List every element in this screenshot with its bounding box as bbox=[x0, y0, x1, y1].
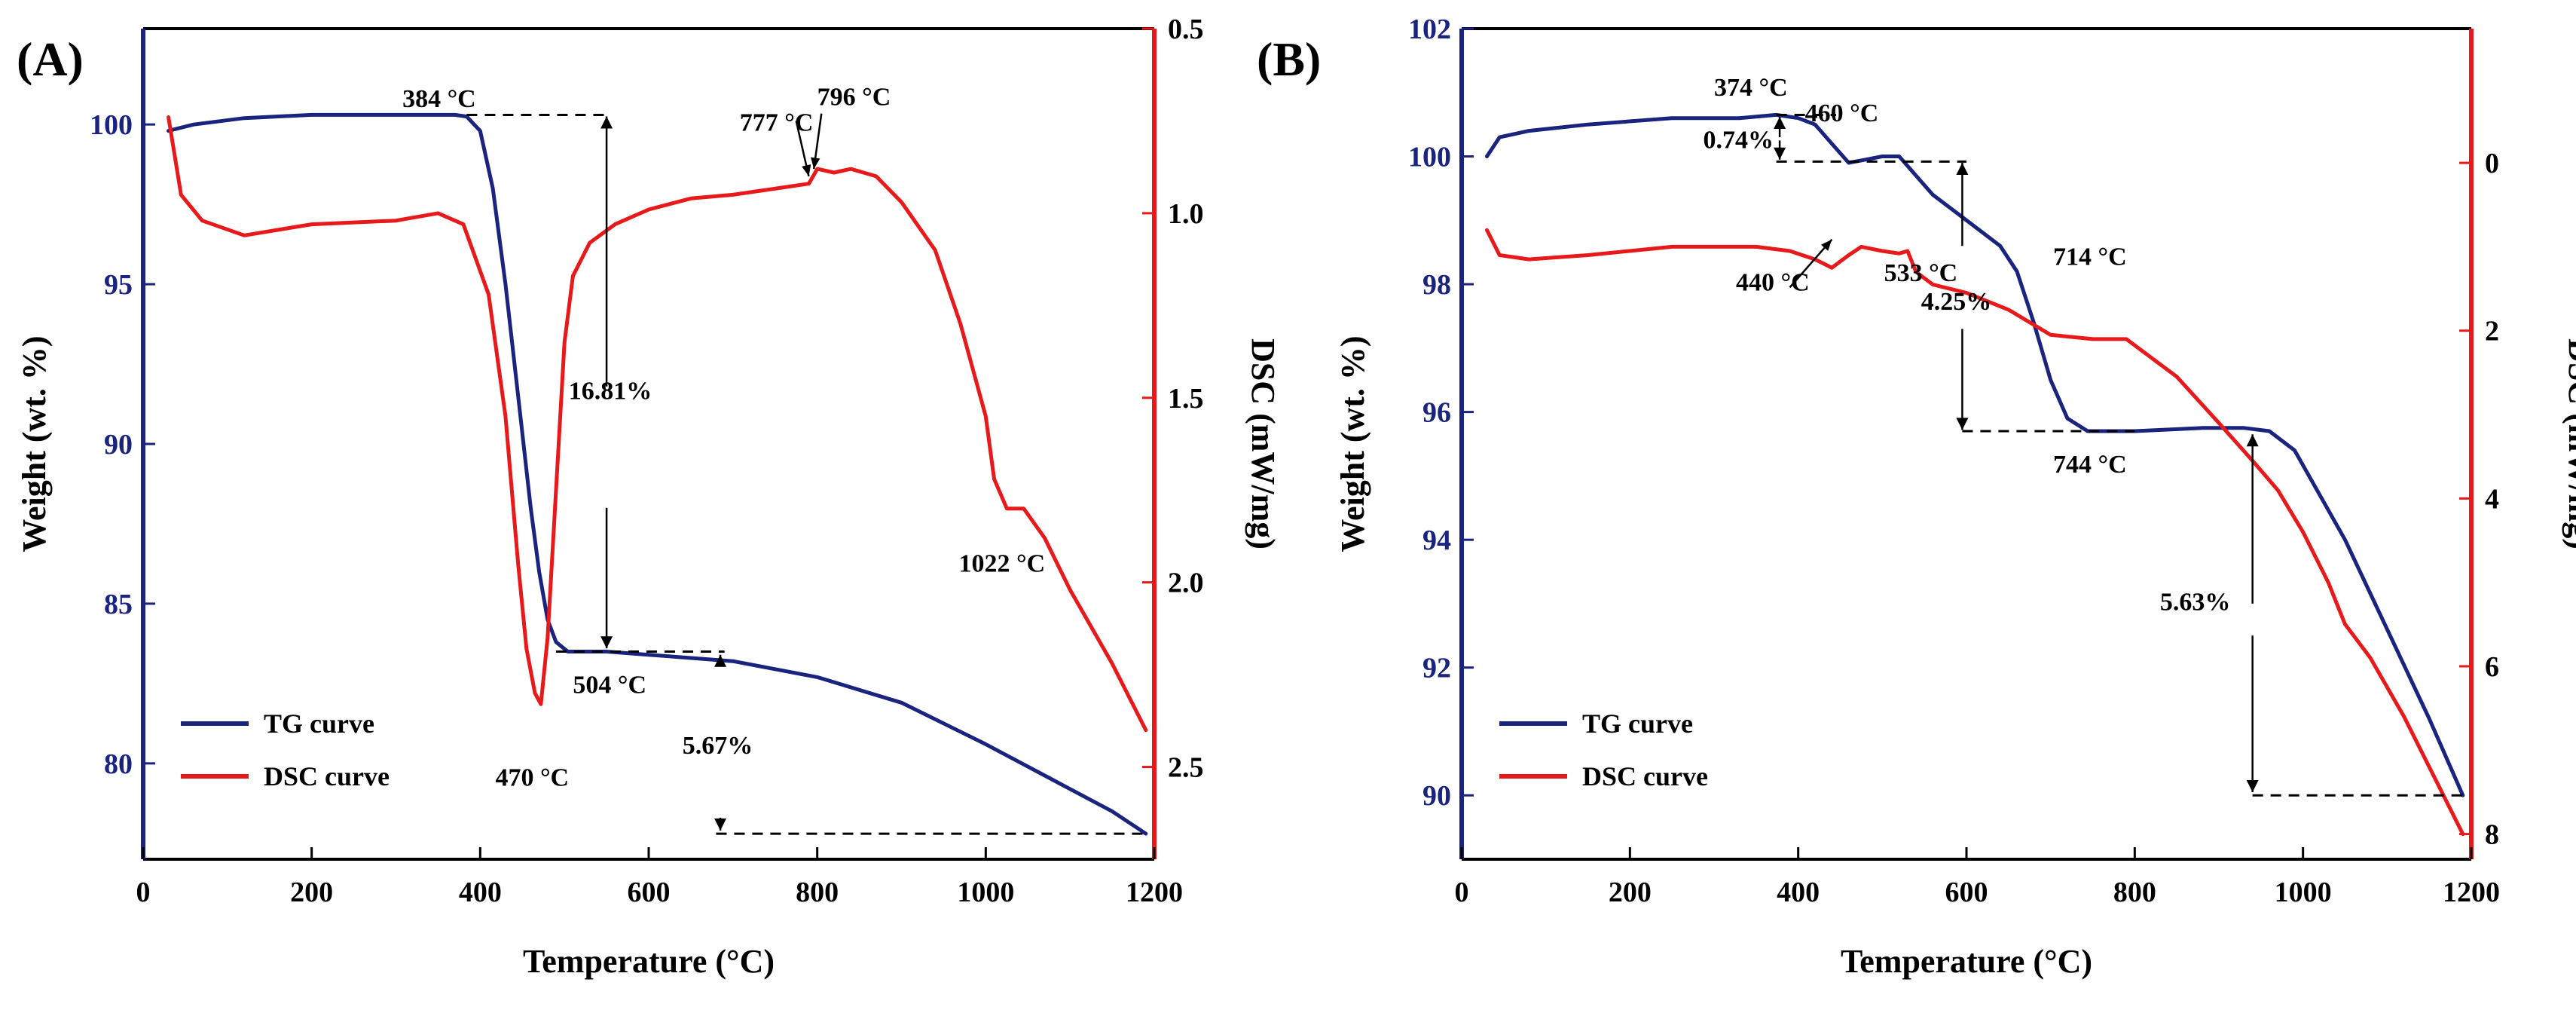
right-tick-label: 0 bbox=[2485, 148, 2499, 179]
left-tick-label: 96 bbox=[1422, 397, 1451, 429]
arrow-head bbox=[1820, 239, 1832, 251]
x-tick-label: 600 bbox=[1945, 877, 1988, 908]
arrow-head bbox=[1956, 163, 1969, 176]
annotation-label: 440 °C bbox=[1736, 269, 1810, 297]
x-tick-label: 0 bbox=[136, 877, 151, 908]
annotation-label: 5.67% bbox=[683, 732, 753, 760]
right-tick-label: 2.0 bbox=[1168, 568, 1204, 599]
arrow-head bbox=[1774, 147, 1786, 160]
annotation-label: 374 °C bbox=[1714, 74, 1788, 102]
left-tick-label: 90 bbox=[1422, 780, 1451, 812]
left-tick-label: 100 bbox=[90, 109, 133, 141]
x-tick-label: 400 bbox=[1777, 877, 1820, 908]
tg-curve-line bbox=[167, 112, 1148, 836]
annotation-label: 533 °C bbox=[1884, 259, 1958, 287]
right-tick-label: 0.5 bbox=[1168, 14, 1204, 45]
x-tick-label: 1200 bbox=[1126, 877, 1183, 908]
x-tick-label: 1000 bbox=[2275, 877, 2332, 908]
left-tick-label: 80 bbox=[104, 748, 133, 780]
x-tick-label: 1000 bbox=[957, 877, 1014, 908]
annotation-label: 470 °C bbox=[495, 764, 569, 792]
annotation-label: 16.81% bbox=[569, 378, 652, 406]
left-tick-label: 95 bbox=[104, 269, 133, 301]
arrow-head bbox=[714, 654, 727, 667]
legend-label-dsc: DSC curve bbox=[264, 761, 390, 791]
annotation-label: 384 °C bbox=[402, 85, 476, 113]
panel-label: (A) bbox=[17, 32, 84, 86]
left-tick-label: 92 bbox=[1422, 653, 1451, 684]
arrow-head bbox=[802, 164, 811, 176]
arrow-head bbox=[600, 636, 613, 649]
left-tick-label: 102 bbox=[1408, 14, 1451, 45]
x-tick-label: 800 bbox=[2113, 877, 2156, 908]
left-axis-title: Weight (wt. %) bbox=[16, 335, 53, 552]
x-tick-label: 200 bbox=[290, 877, 333, 908]
panel-a: 0 200 400 600 800 1000 1200 80 85 90 95 100 0.5 1.0 1.… bbox=[16, 14, 1282, 980]
panel-b: 0 200 400 600 800 1000 1200 90 92 94 96 98 100 102 0 2 4… bbox=[1257, 14, 2576, 980]
arrow-head bbox=[1774, 116, 1786, 129]
arrow-head bbox=[1956, 418, 1969, 430]
right-tick-label: 2 bbox=[2485, 316, 2499, 347]
left-tick-label: 85 bbox=[104, 589, 133, 620]
left-tick-label: 90 bbox=[104, 429, 133, 461]
right-tick-label: 2.5 bbox=[1168, 752, 1204, 784]
left-tick-label: 100 bbox=[1408, 142, 1451, 173]
right-axis-title: DSC (mW/mg) bbox=[2562, 338, 2576, 549]
x-tick-label: 600 bbox=[628, 877, 671, 908]
tg-curve-line bbox=[1485, 112, 2465, 797]
x-axis-title: Temperature (°C) bbox=[523, 943, 775, 980]
x-tick-label: 800 bbox=[796, 877, 839, 908]
x-axis-title: Temperature (°C) bbox=[1841, 943, 2092, 980]
left-tick-label: 98 bbox=[1422, 269, 1451, 301]
left-tick-label: 94 bbox=[1422, 525, 1451, 556]
annotation-label: 460 °C bbox=[1805, 99, 1879, 127]
dsc-curve-line bbox=[167, 115, 1148, 733]
x-tick-label: 0 bbox=[1455, 877, 1469, 908]
legend-label-dsc: DSC curve bbox=[1582, 761, 1708, 791]
legend-label-tg: TG curve bbox=[1582, 708, 1693, 739]
dsc-curve-line bbox=[1485, 228, 2465, 837]
arrow-head bbox=[714, 818, 727, 831]
right-tick-label: 6 bbox=[2485, 651, 2499, 683]
annotation-label: 504 °C bbox=[573, 672, 646, 699]
annotation-label: 796 °C bbox=[817, 84, 891, 112]
left-axis-title: Weight (wt. %) bbox=[1334, 335, 1371, 552]
arrow-head bbox=[2246, 779, 2259, 792]
panel-label: (B) bbox=[1257, 32, 1321, 86]
annotation-label: 744 °C bbox=[2053, 451, 2127, 479]
right-axis-title: DSC (mW/mg) bbox=[1245, 338, 1282, 549]
right-tick-label: 4 bbox=[2485, 483, 2499, 515]
annotation-label: 0.74% bbox=[1703, 127, 1774, 155]
x-tick-label: 1200 bbox=[2443, 877, 2500, 908]
x-tick-label: 200 bbox=[1609, 877, 1652, 908]
annotation-label: 4.25% bbox=[1921, 288, 1992, 316]
legend-label-tg: TG curve bbox=[264, 708, 374, 739]
right-tick-label: 8 bbox=[2485, 819, 2499, 851]
annotation-label: 714 °C bbox=[2053, 243, 2127, 271]
annotation-label: 777 °C bbox=[740, 109, 814, 137]
annotation-label: 5.63% bbox=[2160, 588, 2231, 616]
arrow-head bbox=[2246, 434, 2259, 447]
right-tick-label: 1.0 bbox=[1168, 198, 1204, 230]
x-tick-label: 400 bbox=[459, 877, 502, 908]
arrow-head bbox=[811, 157, 820, 170]
right-tick-label: 1.5 bbox=[1168, 383, 1204, 415]
arrow-head bbox=[600, 116, 613, 129]
annotation-label: 1022 °C bbox=[959, 550, 1046, 578]
